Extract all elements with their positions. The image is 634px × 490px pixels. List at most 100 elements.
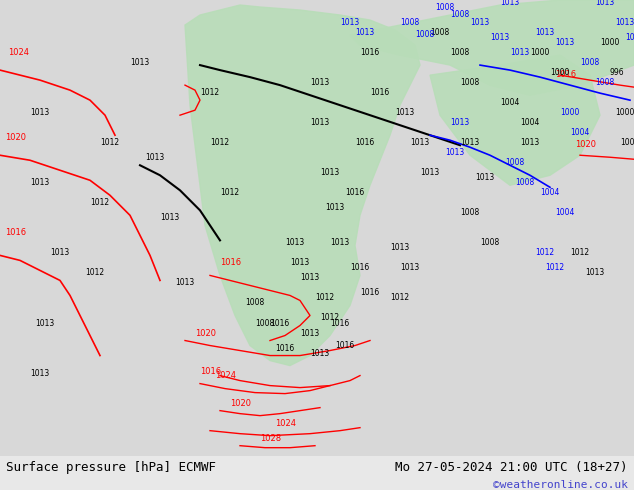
- Text: 1013: 1013: [290, 258, 309, 268]
- Text: 1008: 1008: [480, 238, 499, 247]
- Polygon shape: [430, 55, 600, 185]
- Text: 1013: 1013: [355, 28, 374, 37]
- Text: Mo 27-05-2024 21:00 UTC (18+27): Mo 27-05-2024 21:00 UTC (18+27): [395, 461, 628, 474]
- Text: 1013: 1013: [585, 269, 604, 277]
- Text: 1012: 1012: [320, 314, 339, 322]
- Text: 1008: 1008: [505, 158, 524, 167]
- Text: 1013: 1013: [480, 0, 499, 2]
- Text: 1013: 1013: [160, 213, 179, 222]
- Text: 1013: 1013: [450, 118, 469, 127]
- Text: 1000: 1000: [600, 38, 619, 47]
- Text: 1004: 1004: [540, 188, 559, 197]
- Text: 1000: 1000: [615, 108, 634, 117]
- Text: 1008: 1008: [595, 78, 614, 87]
- Text: 1016: 1016: [200, 367, 221, 375]
- Text: 1012: 1012: [90, 198, 109, 207]
- Text: 1008: 1008: [245, 298, 264, 307]
- Text: 1016: 1016: [355, 138, 374, 147]
- Polygon shape: [185, 5, 420, 366]
- Text: 1016: 1016: [345, 188, 365, 197]
- Text: 1013: 1013: [330, 238, 349, 247]
- Text: ©weatheronline.co.uk: ©weatheronline.co.uk: [493, 480, 628, 490]
- Text: 1013: 1013: [300, 273, 320, 282]
- Text: 1012: 1012: [390, 294, 409, 302]
- Text: 1013: 1013: [500, 0, 519, 7]
- Text: 1013: 1013: [475, 173, 495, 182]
- Text: 1000: 1000: [550, 68, 569, 77]
- Text: 1016: 1016: [360, 48, 379, 57]
- Text: 1016: 1016: [220, 258, 241, 268]
- Text: 1012: 1012: [315, 294, 334, 302]
- Text: 1013: 1013: [535, 28, 554, 37]
- Text: 1013: 1013: [340, 18, 359, 27]
- Text: 1012: 1012: [535, 248, 554, 257]
- Text: 1024: 1024: [8, 48, 29, 57]
- Text: 1013: 1013: [460, 138, 479, 147]
- Text: 1008: 1008: [435, 3, 454, 12]
- Text: 1012: 1012: [210, 138, 229, 147]
- Text: 1013: 1013: [510, 48, 529, 57]
- Text: 1008: 1008: [415, 30, 434, 39]
- Text: 1013: 1013: [145, 153, 164, 162]
- Text: 1012: 1012: [570, 248, 589, 257]
- Text: 1008: 1008: [580, 58, 599, 67]
- Text: 1004: 1004: [520, 118, 540, 127]
- Text: 1020: 1020: [5, 133, 26, 142]
- Text: 1013: 1013: [400, 264, 419, 272]
- Text: 1024: 1024: [275, 418, 296, 428]
- Text: 1013: 1013: [575, 0, 594, 2]
- Text: 1000: 1000: [530, 48, 550, 57]
- Text: 1013: 1013: [390, 244, 410, 252]
- Text: 1016: 1016: [330, 318, 349, 327]
- Text: 996: 996: [610, 68, 624, 77]
- Text: 1013: 1013: [320, 168, 339, 177]
- Text: Surface pressure [hPa] ECMWF: Surface pressure [hPa] ECMWF: [6, 461, 216, 474]
- Text: 1020: 1020: [230, 399, 251, 408]
- Text: 1013: 1013: [30, 368, 49, 378]
- Text: 1016: 1016: [335, 341, 354, 349]
- Text: 1008: 1008: [255, 318, 275, 327]
- Text: 1013: 1013: [50, 248, 69, 257]
- Text: 1013: 1013: [30, 178, 49, 187]
- Text: 1016: 1016: [370, 88, 389, 97]
- Text: 1020: 1020: [195, 328, 216, 338]
- Text: 1013: 1013: [310, 78, 329, 87]
- Text: 1004: 1004: [570, 128, 590, 137]
- Text: 1016: 1016: [350, 264, 369, 272]
- Text: 1016: 1016: [360, 289, 379, 297]
- Text: 1013: 1013: [490, 33, 509, 42]
- Text: 1013: 1013: [555, 38, 574, 47]
- Text: 1012: 1012: [100, 138, 119, 147]
- Text: 1008: 1008: [430, 28, 450, 37]
- Text: 1013: 1013: [310, 348, 329, 358]
- Text: 1024: 1024: [215, 370, 236, 380]
- Text: 1013: 1013: [285, 238, 304, 247]
- Text: 1020: 1020: [575, 140, 596, 149]
- Text: 1008: 1008: [460, 208, 479, 218]
- Text: 1028: 1028: [260, 434, 281, 442]
- Text: 1000: 1000: [560, 108, 579, 117]
- Text: 1013: 1013: [300, 328, 320, 338]
- Text: 1013: 1013: [175, 278, 194, 288]
- Text: 1004: 1004: [620, 138, 634, 147]
- Text: 1012: 1012: [85, 269, 104, 277]
- Text: 1004: 1004: [500, 98, 519, 107]
- Text: 1013: 1013: [130, 58, 149, 67]
- Text: 1008: 1008: [450, 48, 469, 57]
- Text: 1008: 1008: [460, 78, 479, 87]
- Text: 1013: 1013: [595, 0, 614, 7]
- Text: 1008: 1008: [400, 18, 419, 27]
- Text: 1012: 1012: [545, 264, 564, 272]
- Text: 1013: 1013: [395, 108, 414, 117]
- Text: 1013: 1013: [310, 118, 329, 127]
- Text: 1012: 1012: [220, 188, 239, 197]
- Text: 1013: 1013: [30, 108, 49, 117]
- Text: 1013: 1013: [445, 148, 464, 157]
- Text: 1012: 1012: [200, 88, 219, 97]
- Text: 1004: 1004: [555, 208, 574, 218]
- Text: 1013: 1013: [470, 18, 489, 27]
- Text: 1013: 1013: [625, 33, 634, 42]
- Text: 1013: 1013: [325, 203, 344, 212]
- Text: 1016: 1016: [555, 70, 576, 79]
- Text: 1013: 1013: [410, 138, 429, 147]
